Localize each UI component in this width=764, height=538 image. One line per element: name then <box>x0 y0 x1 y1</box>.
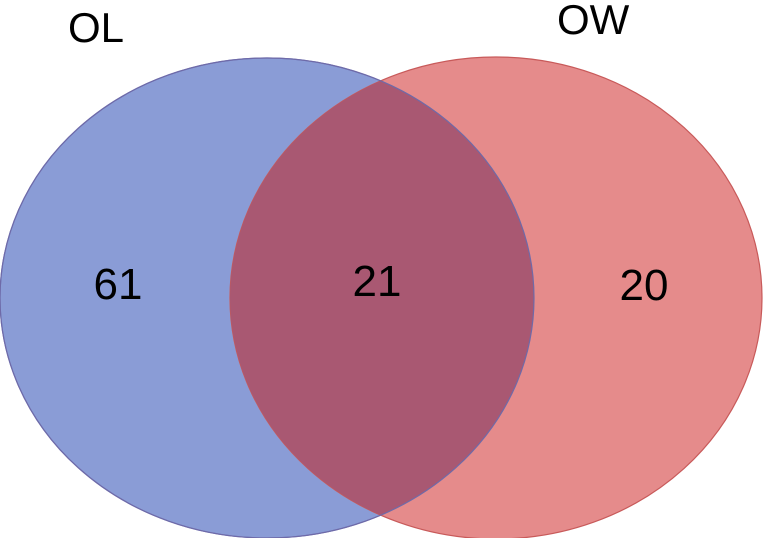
set-ol-label: OL <box>68 4 124 51</box>
count-ow-only: 20 <box>620 261 669 310</box>
set-ol-outline <box>0 57 535 538</box>
set-ow-label: OW <box>557 0 630 43</box>
count-intersection: 21 <box>353 257 402 306</box>
intersection-region <box>230 58 534 538</box>
count-ol-only: 61 <box>94 260 143 309</box>
